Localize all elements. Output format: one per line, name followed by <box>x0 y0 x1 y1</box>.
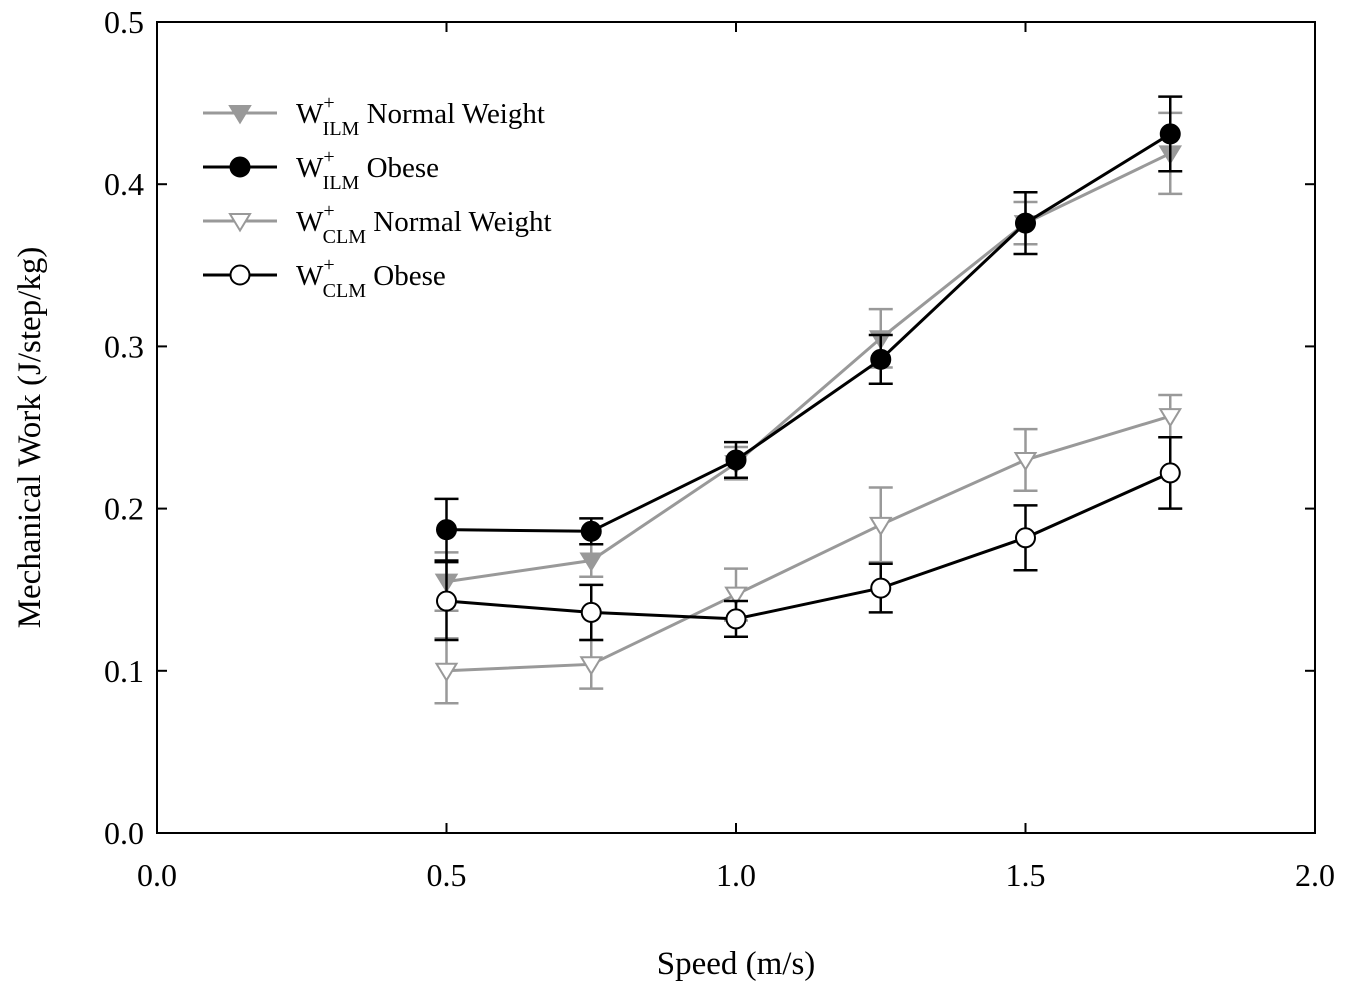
plot-frame <box>156 21 1316 834</box>
y-tick-label: 0.0 <box>104 815 144 851</box>
data-point <box>580 601 602 623</box>
data-point <box>1158 408 1183 428</box>
legend-marker <box>229 156 251 178</box>
data-point <box>1159 123 1181 145</box>
legend-rest: Obese <box>359 152 439 184</box>
data-point <box>1013 451 1038 472</box>
data-point <box>434 662 459 683</box>
legend-item: W+ CLM Normal Weight <box>203 200 552 248</box>
series-0 <box>434 111 1183 613</box>
data-point <box>436 590 457 612</box>
data-point <box>579 552 604 572</box>
y-tick-label: 0.4 <box>104 166 144 202</box>
legend-sub: ILM <box>323 118 360 140</box>
x-tick-label: 1.5 <box>1006 857 1046 893</box>
series-line <box>446 414 1171 673</box>
legend-base: W <box>296 206 324 238</box>
x-tick-label: 0.5 <box>427 857 467 893</box>
data-point <box>725 608 747 630</box>
data-point <box>725 449 747 471</box>
legend-sup: + <box>323 254 334 276</box>
legend-item: W+ ILM Normal Weight <box>203 92 545 140</box>
data-point <box>436 519 457 541</box>
legend-sup: + <box>323 92 334 114</box>
y-axis-title: Mechanical Work (J/step/kg) <box>12 247 48 629</box>
legend-marker <box>229 264 251 286</box>
legend-rest: Obese <box>366 260 446 292</box>
legend-base: W <box>296 260 324 292</box>
legend-sup: + <box>323 146 334 168</box>
legend-rest: Normal Weight <box>359 98 545 130</box>
legend-marker <box>228 213 252 233</box>
data-point <box>1159 462 1181 484</box>
series-line <box>446 132 1172 533</box>
data-point <box>870 577 892 599</box>
data-point <box>1015 527 1036 549</box>
legend-label: W+ CLM Normal Weight <box>296 200 552 248</box>
data-point <box>579 656 604 676</box>
y-tick-label: 0.5 <box>104 4 144 40</box>
data-point <box>868 516 893 537</box>
data-point <box>1015 212 1036 234</box>
x-axis: 0.0 0.5 1.0 1.5 2.0 <box>137 22 1335 893</box>
y-axis: 0.0 0.1 0.2 0.3 0.4 0.5 <box>104 4 1315 851</box>
legend-base: W <box>296 152 324 184</box>
data-point <box>724 586 748 606</box>
series-1 <box>434 95 1183 562</box>
legend-sup: + <box>323 200 334 222</box>
legend-label: W+ ILM Obese <box>296 146 439 194</box>
y-tick-label: 0.2 <box>104 491 144 527</box>
x-tick-label: 1.0 <box>716 857 756 893</box>
series-line <box>446 471 1171 621</box>
plot-area <box>156 21 1316 834</box>
data-point <box>870 348 892 370</box>
x-tick-label: 2.0 <box>1295 857 1335 893</box>
legend-rest: Normal Weight <box>366 206 552 238</box>
series-3 <box>434 435 1183 642</box>
series-line <box>446 152 1171 584</box>
legend-sub: CLM <box>323 280 367 302</box>
x-tick-label: 0.0 <box>137 857 177 893</box>
legend-marker <box>228 105 252 125</box>
legend-label: W+ CLM Obese <box>296 254 446 302</box>
legend-sub: CLM <box>323 226 367 248</box>
series-layer <box>434 95 1183 705</box>
y-tick-label: 0.1 <box>104 653 144 689</box>
x-axis-title: Speed (m/s) <box>657 946 816 982</box>
data-point <box>580 520 602 542</box>
legend-base: W <box>296 98 324 130</box>
legend-item: W+ ILM Obese <box>203 146 439 194</box>
legend-item: W+ CLM Obese <box>203 254 446 302</box>
legend-sub: ILM <box>323 172 360 194</box>
series-2 <box>434 393 1183 705</box>
y-tick-label: 0.3 <box>104 328 144 364</box>
legend-label: W+ ILM Normal Weight <box>296 92 545 140</box>
